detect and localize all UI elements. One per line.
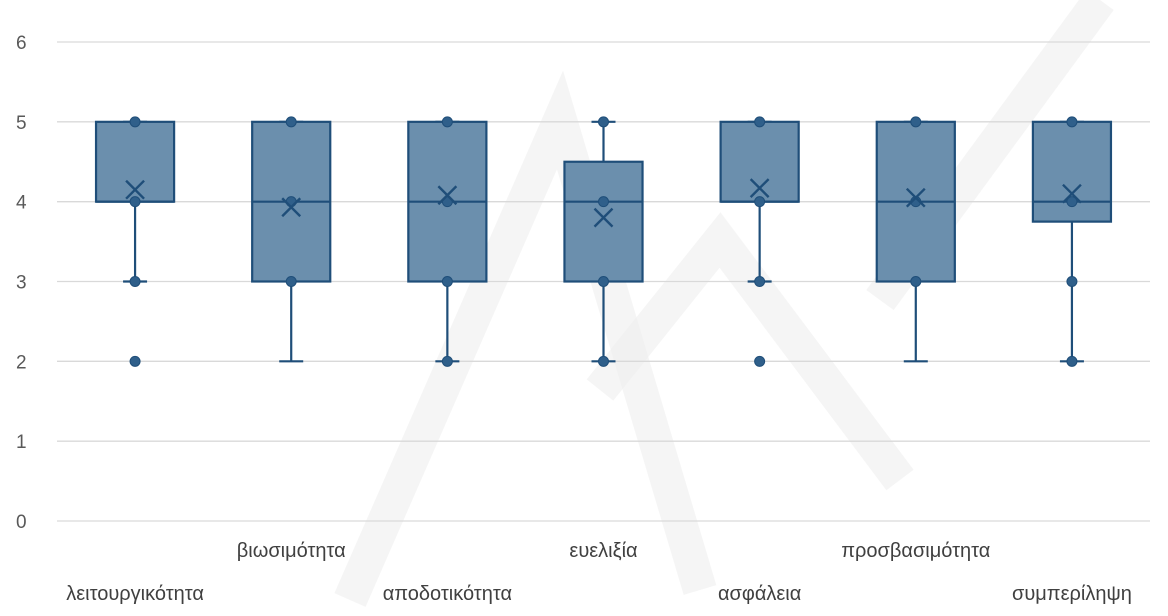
- data-point: [1066, 276, 1078, 287]
- data-point: [754, 196, 766, 208]
- data-point: [285, 276, 297, 287]
- category-label: ασφάλεια: [718, 583, 801, 605]
- category-label: βιωσιμότητα: [237, 540, 346, 562]
- data-point: [754, 116, 766, 128]
- mean-marker: [281, 197, 302, 218]
- data-point: [598, 276, 609, 287]
- data-point: [129, 355, 141, 367]
- data-point: [910, 276, 922, 287]
- mean-marker: [1062, 183, 1082, 204]
- y-tick-label: 1: [16, 432, 27, 453]
- category-label: λειτουργικότητα: [66, 583, 204, 605]
- box-group-4: [563, 116, 644, 367]
- data-point: [754, 355, 766, 367]
- data-point: [1066, 196, 1078, 208]
- y-axis-tick-labels: 0 1 2 3 4 5 6: [16, 33, 27, 533]
- data-point: [1066, 116, 1078, 128]
- box-group-7: [1031, 116, 1113, 367]
- y-tick-label: 5: [16, 113, 27, 134]
- mean-marker: [593, 207, 614, 228]
- mean-marker: [437, 185, 458, 206]
- category-label: συμπερίληψη: [1012, 583, 1132, 605]
- box: [563, 160, 644, 283]
- x-axis-category-labels: λειτουργικότητα βιωσιμότητα αποδοτικότητα ε…: [66, 540, 1132, 605]
- watermark: [334, 0, 1114, 607]
- data-point: [754, 276, 766, 287]
- box-group-1: [94, 116, 176, 367]
- y-tick-label: 3: [16, 273, 27, 294]
- category-label: προσβασιμότητα: [841, 540, 990, 562]
- y-tick-label: 2: [16, 352, 27, 373]
- data-point: [910, 116, 922, 128]
- box-group-5: [719, 116, 800, 367]
- boxes: [94, 116, 1113, 367]
- mean-marker: [905, 187, 926, 208]
- mean-marker: [749, 178, 770, 198]
- y-tick-label: 6: [16, 33, 27, 54]
- data-point: [1066, 355, 1078, 367]
- box-group-6: [875, 116, 956, 363]
- data-point: [441, 116, 453, 128]
- data-point: [285, 116, 297, 128]
- mean-marker: [125, 179, 145, 200]
- data-point: [598, 116, 609, 128]
- y-tick-label: 4: [16, 193, 27, 214]
- data-point: [441, 276, 453, 287]
- category-label: ευελιξία: [569, 540, 637, 562]
- box-group-3: [407, 116, 488, 367]
- data-point: [441, 355, 453, 367]
- y-tick-label: 0: [16, 512, 27, 533]
- data-point: [598, 196, 609, 208]
- data-point: [129, 276, 141, 287]
- data-point: [598, 355, 609, 367]
- data-point: [129, 196, 141, 208]
- category-label: αποδοτικότητα: [383, 583, 512, 605]
- box-group-2: [251, 116, 332, 363]
- data-point: [129, 116, 141, 128]
